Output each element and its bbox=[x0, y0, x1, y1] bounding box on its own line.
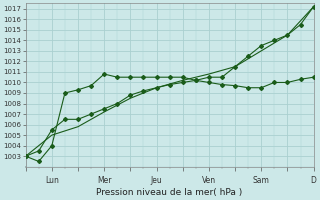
X-axis label: Pression niveau de la mer( hPa ): Pression niveau de la mer( hPa ) bbox=[97, 188, 243, 197]
